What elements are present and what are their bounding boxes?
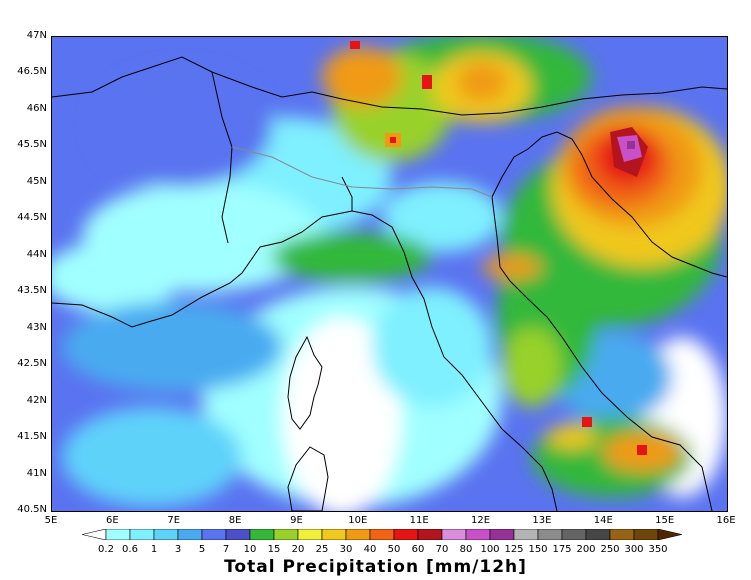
colorbar-swatch <box>537 529 563 540</box>
latitude-label: 41N <box>26 467 47 479</box>
colorbar-swatch <box>489 529 515 540</box>
colorbar-level-label: 40 <box>363 544 377 555</box>
colorbar-swatch <box>321 529 347 540</box>
colorbar-level-label: 150 <box>528 544 548 555</box>
colorbar-swatch <box>105 529 131 540</box>
colorbar-swatch <box>417 529 443 540</box>
colorbar-max-arrow <box>657 529 682 540</box>
colorbar-level-label: 300 <box>624 544 644 555</box>
colorbar-level-label: 1 <box>150 544 158 555</box>
colorbar-swatch <box>249 529 275 540</box>
colorbar-level-label: 10 <box>243 544 257 555</box>
longitude-label: 12E <box>471 515 491 526</box>
latitude-label: 42N <box>26 394 47 406</box>
colorbar-level-label: 50 <box>387 544 401 555</box>
colorbar-swatch <box>465 529 491 540</box>
colorbar-swatch <box>585 529 611 540</box>
colorbar-swatch <box>441 529 467 540</box>
precipitation-field <box>52 37 727 511</box>
colorbar-swatch <box>273 529 299 540</box>
latitude-label: 44N <box>26 248 47 260</box>
colorbar-level-label: 25 <box>315 544 329 555</box>
precipitation-map <box>51 36 728 512</box>
longitude-label: 16E <box>716 515 736 526</box>
colorbar-level-label: 30 <box>339 544 353 555</box>
latitude-label: 43N <box>26 321 47 333</box>
colorbar-swatch <box>297 529 323 540</box>
colorbar-min-arrow <box>82 529 107 540</box>
colorbar-level-label: 5 <box>198 544 206 555</box>
colorbar-swatch <box>177 529 203 540</box>
colorbar-title: Total Precipitation [mm/12h] <box>224 557 527 577</box>
longitude-label: 14E <box>593 515 613 526</box>
colorbar-level-label: 60 <box>411 544 425 555</box>
longitude-label: 15E <box>655 515 675 526</box>
colorbar-swatch <box>153 529 179 540</box>
colorbar-level-label: 100 <box>480 544 500 555</box>
colorbar-swatch <box>129 529 155 540</box>
latitude-label: 41.5N <box>17 431 47 443</box>
colorbar-swatch <box>561 529 587 540</box>
colorbar-level-label: 0.6 <box>122 544 138 555</box>
latitude-label: 46N <box>26 102 47 114</box>
colorbar <box>82 529 682 540</box>
colorbar-level-label: 250 <box>600 544 620 555</box>
longitude-label: 7E <box>167 515 181 526</box>
longitude-label: 10E <box>348 515 368 526</box>
colorbar-swatch <box>633 529 659 540</box>
colorbar-level-label: 20 <box>291 544 305 555</box>
colorbar-swatch <box>225 529 251 540</box>
longitude-label: 5E <box>44 515 58 526</box>
latitude-label: 46.5N <box>17 66 47 78</box>
colorbar-swatch <box>609 529 635 540</box>
latitude-label: 45N <box>26 175 47 187</box>
latitude-label: 45.5N <box>17 139 47 151</box>
colorbar-level-label: 350 <box>648 544 668 555</box>
latitude-label: 47N <box>26 30 47 41</box>
colorbar-swatch <box>369 529 395 540</box>
latitude-label: 42.5N <box>17 358 47 370</box>
colorbar-level-label: 15 <box>267 544 281 555</box>
colorbar-level-label: 80 <box>459 544 473 555</box>
colorbar-swatch <box>201 529 227 540</box>
colorbar-level-label: 0.2 <box>98 544 114 555</box>
latitude-label: 44.5N <box>17 212 47 224</box>
longitude-label: 8E <box>228 515 242 526</box>
colorbar-swatch <box>393 529 419 540</box>
longitude-label: 9E <box>290 515 303 526</box>
colorbar-level-label: 3 <box>174 544 182 555</box>
colorbar-level-label: 70 <box>435 544 449 555</box>
colorbar-swatch <box>345 529 371 540</box>
longitude-label: 13E <box>532 515 552 526</box>
longitude-label: 6E <box>106 515 119 526</box>
latitude-label: 43.5N <box>17 285 47 297</box>
colorbar-swatch <box>513 529 539 540</box>
colorbar-level-label: 7 <box>222 544 230 555</box>
colorbar-level-label: 125 <box>504 544 524 555</box>
latitude-label: 40.5N <box>17 504 47 515</box>
colorbar-level-label: 200 <box>576 544 596 555</box>
colorbar-level-label: 175 <box>552 544 572 555</box>
longitude-label: 11E <box>409 515 429 526</box>
